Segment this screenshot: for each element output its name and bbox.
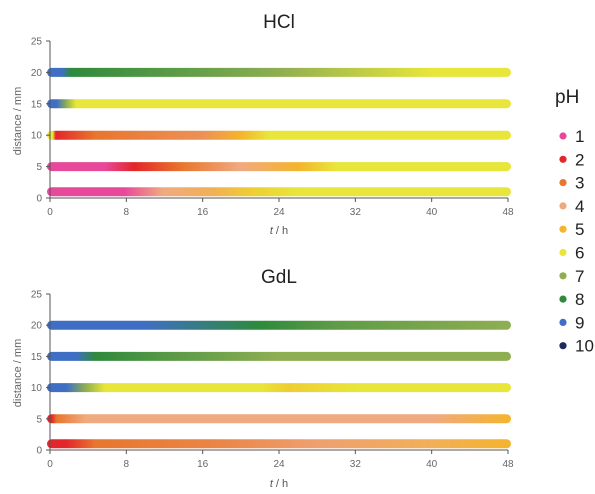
- panel-title: GdL: [261, 267, 297, 288]
- ph-band-10mm: [47, 130, 511, 140]
- legend: pH 1 2 3 4 5 6 7 8 9 10: [555, 87, 594, 356]
- legend-item-ph-7: 7: [559, 267, 584, 286]
- legend-swatch: [559, 155, 567, 163]
- legend-item-ph-6: 6: [559, 244, 584, 263]
- ph-band-20mm: [47, 320, 511, 330]
- x-tick-label: 32: [350, 207, 362, 218]
- x-tick-label: 40: [426, 207, 438, 218]
- y-tick-label: 20: [31, 321, 43, 332]
- y-tick-label: 25: [31, 290, 43, 301]
- legend-label: 9: [575, 313, 584, 332]
- x-axis-label: t / h: [270, 478, 288, 490]
- x-tick-label: 32: [350, 459, 362, 470]
- y-tick-label: 15: [31, 352, 43, 363]
- ph-band-10mm: [47, 383, 511, 393]
- x-axis-label-variable: t: [270, 225, 274, 237]
- x-axis-label-unit: / h: [273, 225, 288, 237]
- x-tick-label: 0: [47, 459, 53, 470]
- legend-label: 2: [575, 150, 584, 169]
- legend-swatch: [559, 295, 567, 303]
- x-tick-label: 16: [197, 207, 209, 218]
- y-axis-label: distance / mm: [12, 339, 24, 407]
- y-tick-label: 10: [31, 131, 43, 142]
- legend-label: 8: [575, 290, 584, 309]
- legend-item-ph-3: 3: [559, 174, 584, 193]
- x-axis-label-unit: / h: [273, 478, 288, 490]
- legend-swatch: [559, 342, 567, 350]
- legend-item-ph-5: 5: [559, 220, 584, 239]
- x-axis-label-variable: t: [270, 478, 274, 490]
- y-tick-label: 25: [31, 37, 43, 48]
- x-tick-label: 48: [502, 207, 514, 218]
- x-tick-label: 0: [47, 207, 53, 218]
- legend-label: 10: [575, 337, 594, 356]
- y-tick-label: 5: [36, 414, 42, 425]
- plot-area-gdl: 0 5 10 15 20 25 0 8 16 24 32 40 48: [31, 290, 514, 471]
- x-axis-label: t / h: [270, 225, 288, 237]
- ph-band-15mm: [47, 351, 511, 361]
- legend-label: 7: [575, 267, 584, 286]
- panel-title: HCl: [263, 12, 295, 33]
- panel-gdl: GdL distance / mm 0 5 10 15 20 25 0 8 16 24 32 40 48…: [12, 267, 514, 490]
- legend-title: pH: [555, 87, 579, 108]
- panel-hcl: HCl distance / mm 0 5 10 15 20 25 0 8 16 24 32 40 48…: [12, 12, 514, 237]
- legend-label: 5: [575, 220, 584, 239]
- legend-swatch: [559, 202, 567, 210]
- legend-swatch: [559, 318, 567, 326]
- legend-label: 4: [575, 197, 584, 216]
- legend-swatch: [559, 225, 567, 233]
- y-tick-label: 0: [36, 446, 42, 457]
- legend-label: 1: [575, 127, 584, 146]
- x-tick-label: 16: [197, 459, 209, 470]
- ph-band-1mm: [47, 187, 511, 197]
- y-tick-label: 20: [31, 68, 43, 79]
- legend-swatch: [559, 179, 567, 187]
- legend-swatch: [559, 248, 567, 257]
- y-axis-label: distance / mm: [12, 87, 24, 155]
- x-tick-label: 24: [273, 207, 285, 218]
- x-tick-label: 8: [124, 207, 130, 218]
- x-tick-label: 8: [124, 459, 130, 470]
- y-tick-label: 15: [31, 99, 43, 110]
- legend-item-ph-1: 1: [559, 127, 584, 146]
- ph-band-5mm: [47, 162, 511, 172]
- legend-label: 3: [575, 174, 584, 193]
- ph-band-1mm: [47, 439, 511, 449]
- x-tick-label: 40: [426, 459, 438, 470]
- legend-item-ph-4: 4: [559, 197, 584, 216]
- y-tick-label: 5: [36, 162, 42, 173]
- x-tick-label: 24: [273, 459, 285, 470]
- legend-item-ph-10: 10: [559, 337, 594, 356]
- legend-item-ph-2: 2: [559, 150, 584, 169]
- legend-item-ph-8: 8: [559, 290, 584, 309]
- ph-band-20mm: [47, 67, 511, 77]
- ph-band-15mm: [47, 99, 511, 109]
- x-tick-label: 48: [502, 459, 514, 470]
- y-tick-label: 0: [36, 194, 42, 205]
- legend-label: 6: [575, 244, 584, 263]
- legend-swatch: [559, 272, 567, 280]
- y-tick-label: 10: [31, 383, 43, 394]
- plot-area-hcl: 0 5 10 15 20 25 0 8 16 24 32 40 48: [31, 37, 514, 219]
- legend-swatch: [559, 132, 567, 140]
- ph-band-5mm: [47, 414, 511, 424]
- legend-item-ph-9: 9: [559, 313, 584, 332]
- legend-items: 1 2 3 4 5 6 7 8 9 10: [559, 127, 594, 356]
